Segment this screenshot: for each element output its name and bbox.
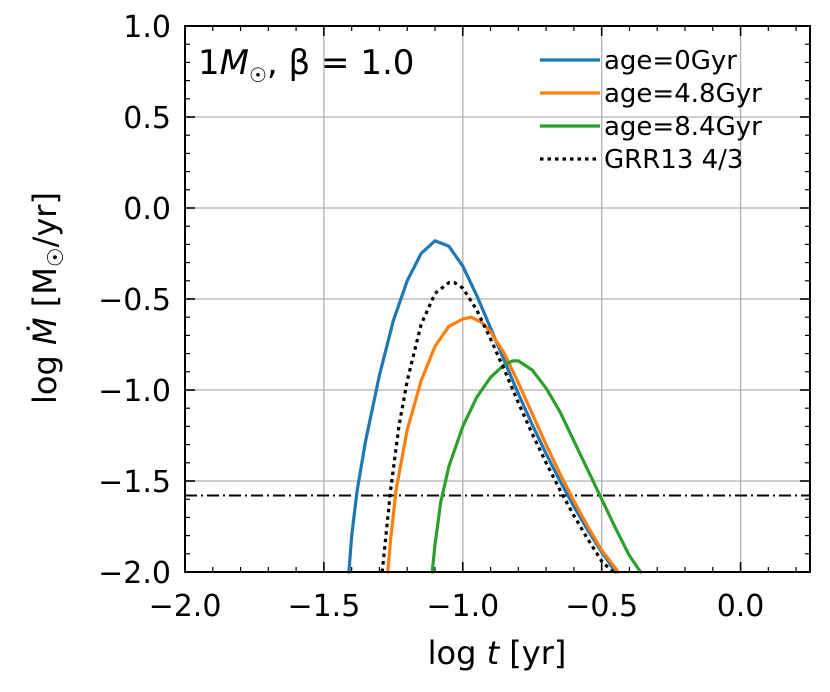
x-axis-label-prefix: log <box>428 634 487 672</box>
grid-lines <box>184 25 810 573</box>
y-tick-label: −2.0 <box>98 556 171 591</box>
y-tick-label: −0.5 <box>98 283 171 318</box>
y-tick-label: 0.5 <box>123 101 171 136</box>
y-axis-label-sun-symbol: ☉ <box>44 247 69 267</box>
y-axis-label-variable: Ṁ <box>26 317 64 345</box>
x-axis-label-variable: t <box>487 634 501 672</box>
mass-symbol: M <box>220 43 249 83</box>
y-axis-label-unit-close: /yr] <box>26 192 64 247</box>
y-tick-label: 0.0 <box>123 192 171 227</box>
legend-label-2: age=8.4Gyr <box>604 112 762 142</box>
series-line-1 <box>386 315 620 574</box>
x-tick-label: −1.0 <box>426 589 499 624</box>
series-lines <box>347 239 643 574</box>
x-axis-label: log t [yr] <box>428 634 567 672</box>
y-axis-label: log Ṁ [M☉/yr] <box>26 192 69 404</box>
beta-text: , β = 1.0 <box>267 43 415 83</box>
mass-beta-annotation: 1M☉, β = 1.0 <box>198 43 414 87</box>
plot-frame <box>184 25 811 573</box>
legend-label-1: age=4.8Gyr <box>604 79 762 109</box>
y-tick-label: 1.0 <box>123 10 171 45</box>
x-tick-label: −2.0 <box>149 589 222 624</box>
x-tick-label: 0.0 <box>717 589 765 624</box>
x-axis-label-suffix: [yr] <box>499 634 566 672</box>
mass-prefix: 1 <box>198 43 220 83</box>
y-axis-label-unit-open: [M <box>26 267 64 317</box>
sun-symbol: ☉ <box>249 63 267 87</box>
series-line-2 <box>430 359 643 574</box>
y-tick-label: −1.0 <box>98 374 171 409</box>
legend-label-0: age=0Gyr <box>604 46 737 76</box>
legend-label-3: GRR13 4/3 <box>604 145 743 175</box>
x-tick-labels: −2.0 −1.5 −1.0 −0.5 0.0 <box>149 589 765 624</box>
y-axis-label-prefix: log <box>26 345 64 404</box>
y-tick-labels: −2.0 −1.5 −1.0 −0.5 0.0 0.5 1.0 <box>98 10 171 591</box>
series-line-0 <box>347 239 618 574</box>
x-tick-label: −1.5 <box>287 589 360 624</box>
y-tick-label: −1.5 <box>98 465 171 500</box>
x-tick-label: −0.5 <box>565 589 638 624</box>
